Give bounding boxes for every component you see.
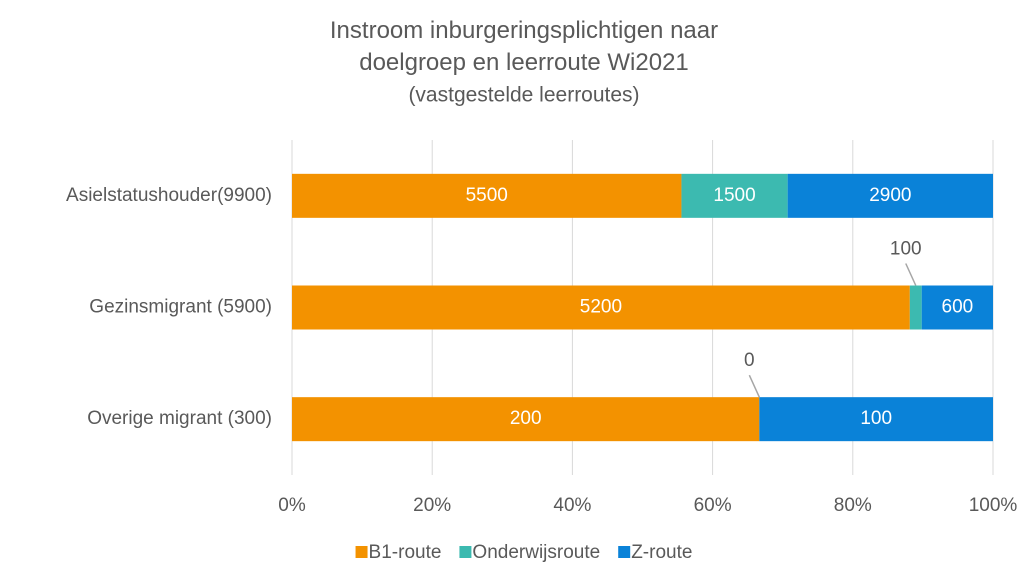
data-label: 0 <box>744 350 755 371</box>
data-label: 5500 <box>466 185 508 206</box>
bar-segment <box>681 173 788 218</box>
legend-label: B1-route <box>369 542 442 563</box>
x-tick-label: 60% <box>694 495 732 516</box>
legend-swatch <box>618 546 631 558</box>
bar-segment <box>921 285 993 330</box>
leader-line <box>748 374 761 398</box>
y-tick-label: Asielstatushouder(9900) <box>66 185 272 206</box>
bar-segment <box>292 285 910 330</box>
legend-label: Z-route <box>631 542 692 563</box>
bar-segment <box>759 397 993 442</box>
bar-segment <box>292 397 760 442</box>
data-label: 1500 <box>713 185 755 206</box>
legend: B1-route Onderwijsroute Z-route <box>355 542 692 563</box>
x-tick-label: 100% <box>969 495 1018 516</box>
y-tick-label: Gezinsmigrant (5900) <box>89 297 272 318</box>
bar-segment <box>787 173 993 218</box>
bar-segment <box>909 285 922 330</box>
x-tick-label: 40% <box>553 495 591 516</box>
bar-segment <box>292 173 682 218</box>
chart-subtitle: (vastgestelde leerroutes) <box>408 84 639 107</box>
data-label: 100 <box>860 408 892 429</box>
y-tick-label: Overige migrant (300) <box>87 408 272 429</box>
x-tick-label: 80% <box>834 495 872 516</box>
data-label: 2900 <box>869 185 911 206</box>
legend-label: Onderwijsroute <box>472 542 600 563</box>
leader-line <box>905 263 917 286</box>
data-label: 200 <box>510 408 542 429</box>
x-tick-label: 20% <box>413 495 451 516</box>
data-label: 100 <box>890 239 922 260</box>
data-label: 600 <box>942 297 974 318</box>
chart-title: Instroom inburgeringsplichtigen naar doel… <box>330 17 718 76</box>
data-label: 5200 <box>580 297 622 318</box>
x-tick-label: 0% <box>278 495 306 516</box>
legend-swatch <box>355 546 368 558</box>
legend-swatch <box>459 546 472 558</box>
